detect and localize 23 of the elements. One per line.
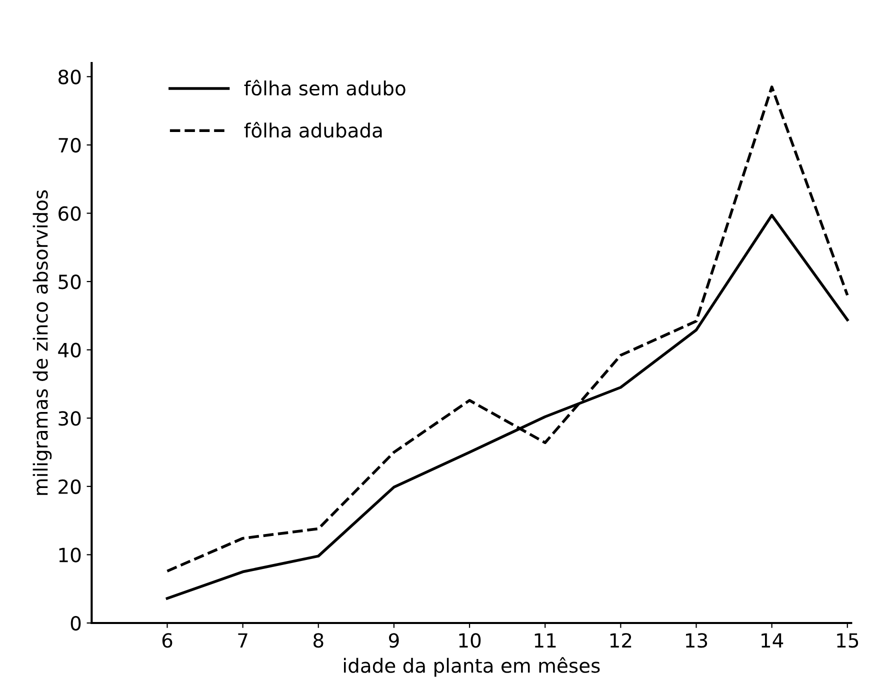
y-tick-label: 80 bbox=[58, 70, 81, 84]
y-tick-label: 50 bbox=[58, 274, 81, 290]
x-tick-label: 13 bbox=[686, 633, 708, 648]
legend-label: fôlha sem adubo bbox=[244, 80, 406, 96]
y-tick-label: 0 bbox=[70, 616, 81, 631]
x-tick-label: 14 bbox=[762, 633, 784, 648]
x-tick-label: 12 bbox=[610, 633, 632, 648]
x-tick-label: 15 bbox=[837, 633, 858, 648]
y-tick-label: 20 bbox=[58, 479, 81, 494]
y-axis-title: miligramas de zinco absorvidos bbox=[32, 190, 52, 495]
y-tick-label: 10 bbox=[59, 548, 81, 562]
x-tick-label: 8 bbox=[314, 633, 324, 648]
y-tick-label: 30 bbox=[58, 411, 81, 426]
x-tick-label: 9 bbox=[388, 633, 399, 648]
x-tick-label: 7 bbox=[238, 633, 248, 648]
x-tick-label: 11 bbox=[534, 633, 556, 648]
y-tick-label: 60 bbox=[58, 206, 81, 221]
x-axis-title: idade da planta em mêses bbox=[344, 657, 600, 677]
y-tick-label: 70 bbox=[58, 138, 81, 153]
legend-label: fôlha adubada bbox=[244, 122, 382, 138]
y-tick-label: 40 bbox=[58, 342, 81, 358]
x-tick-label: 10 bbox=[459, 633, 481, 648]
x-tick-label: 6 bbox=[162, 633, 172, 648]
